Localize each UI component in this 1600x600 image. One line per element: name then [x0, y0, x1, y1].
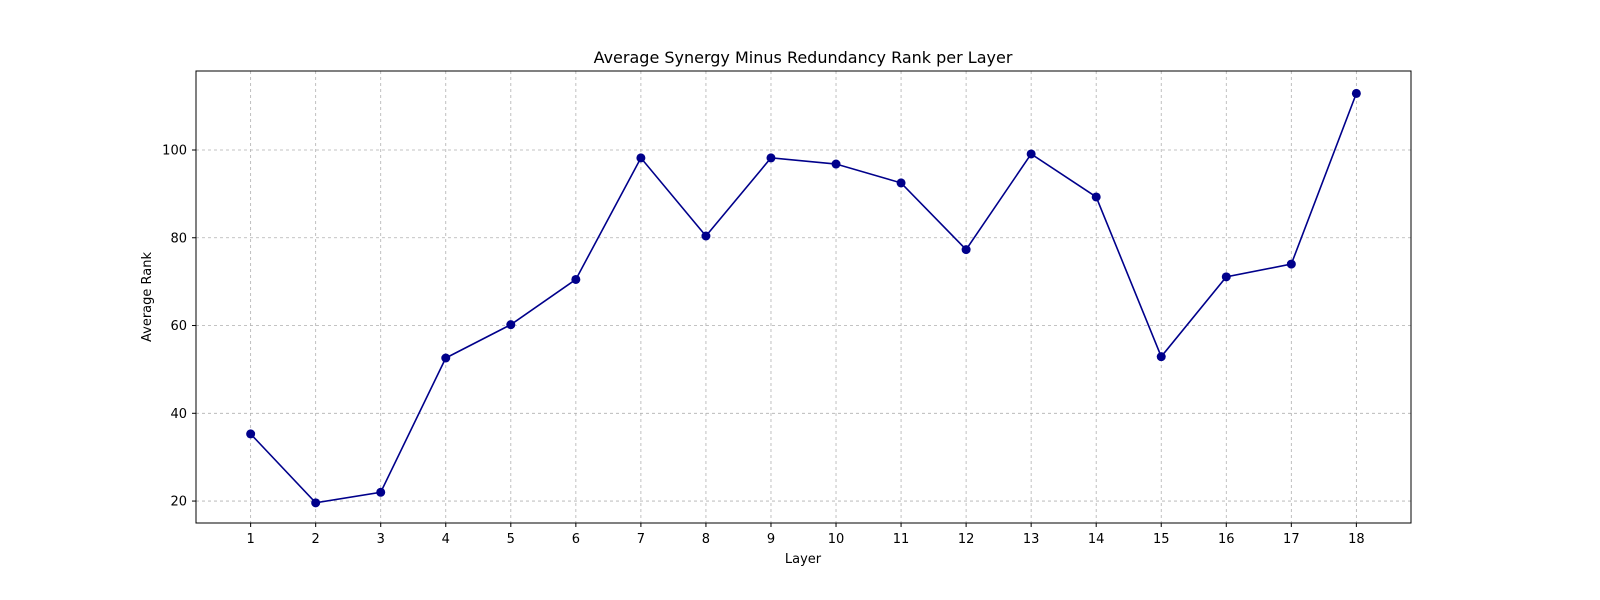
- x-tick-label: 9: [767, 532, 775, 547]
- data-point: [1026, 149, 1036, 159]
- x-tick-label: 5: [507, 532, 515, 547]
- x-tick-label: 12: [958, 532, 975, 547]
- y-tick-label: 80: [170, 231, 187, 246]
- data-series: [246, 88, 1361, 508]
- x-tick-label: 15: [1153, 532, 1170, 547]
- plot-area-frame: [195, 70, 1412, 524]
- y-axis-label: Average Rank: [140, 252, 155, 342]
- data-point: [376, 487, 386, 497]
- data-point: [1221, 272, 1231, 282]
- x-tick-label: 2: [312, 532, 320, 547]
- x-tick-label: 7: [637, 532, 645, 547]
- x-axis-label: Layer: [785, 552, 822, 567]
- data-point: [506, 320, 516, 330]
- data-point: [961, 245, 971, 255]
- x-tick-label: 1: [246, 532, 254, 547]
- x-tick-label: 17: [1283, 532, 1300, 547]
- data-point: [896, 178, 906, 188]
- data-point: [1351, 88, 1361, 98]
- chart-title: Average Synergy Minus Redundancy Rank pe…: [594, 48, 1013, 67]
- y-tick-label: 20: [170, 495, 187, 510]
- x-tick-label: 16: [1218, 532, 1235, 547]
- x-tick-label: 11: [893, 532, 910, 547]
- data-point: [831, 159, 841, 169]
- y-tick-label: 60: [170, 319, 187, 334]
- data-point: [1286, 259, 1296, 269]
- data-point: [1091, 192, 1101, 202]
- data-point: [311, 498, 321, 508]
- data-point: [636, 153, 646, 163]
- data-point: [246, 429, 256, 439]
- series-line: [250, 93, 1358, 504]
- x-tick-label: 13: [1023, 532, 1040, 547]
- x-tick-label: 8: [702, 532, 710, 547]
- y-tick-label: 40: [170, 407, 187, 422]
- grid-lines: [196, 71, 1411, 523]
- x-tick-label: 3: [377, 532, 385, 547]
- x-tick-label: 6: [572, 532, 580, 547]
- x-tick-label: 14: [1088, 532, 1105, 547]
- x-tick-label: 18: [1348, 532, 1365, 547]
- data-point: [441, 353, 451, 363]
- data-point: [766, 153, 776, 163]
- data-point: [571, 274, 581, 284]
- x-tick-label: 4: [442, 532, 450, 547]
- data-point: [1156, 352, 1166, 362]
- x-tick-label: 10: [828, 532, 845, 547]
- data-point: [701, 231, 711, 241]
- y-tick-label: 100: [162, 143, 187, 158]
